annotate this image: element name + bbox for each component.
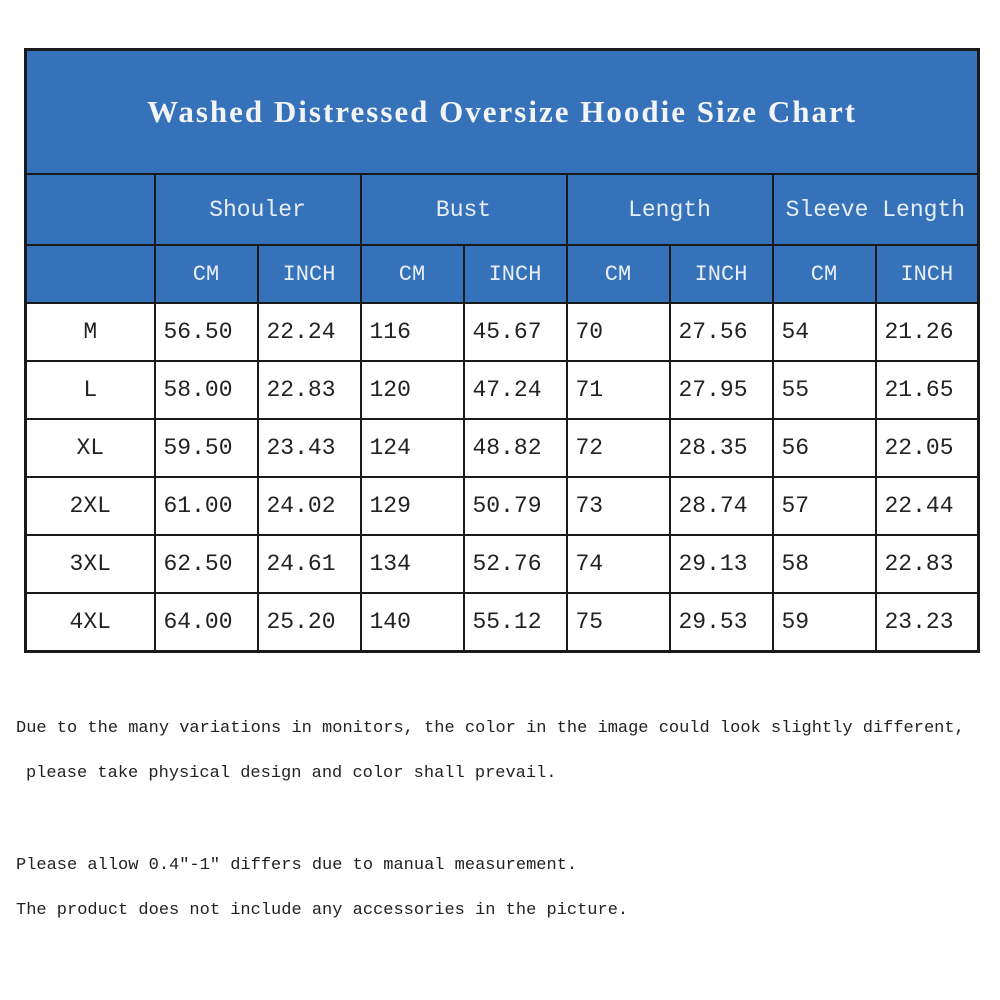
measurement: 24.61 xyxy=(256,534,362,594)
size-row: 2XL 61.00 24.02 129 50.79 73 28.74 57 22.44 xyxy=(24,476,980,536)
size-row: L 58.00 22.83 120 47.24 71 27.95 55 21.65 xyxy=(24,360,980,420)
table-title: Washed Distressed Oversize Hoodie Size C… xyxy=(24,48,980,175)
unit-header: CM xyxy=(153,244,259,304)
size-label: 3XL xyxy=(24,534,156,594)
measurement: 57 xyxy=(771,476,877,536)
measurement: 56.50 xyxy=(153,302,259,362)
measurement: 72 xyxy=(565,418,671,478)
note: please take physical design and color sh… xyxy=(26,764,557,783)
size-label: XL xyxy=(24,418,156,478)
title-row: Washed Distressed Oversize Hoodie Size C… xyxy=(24,48,980,175)
measurement: 23.43 xyxy=(256,418,362,478)
measurement: 70 xyxy=(565,302,671,362)
measurement: 45.67 xyxy=(462,302,568,362)
size-table: Washed Distressed Oversize Hoodie Size C… xyxy=(24,48,981,653)
measurement: 25.20 xyxy=(256,592,362,653)
note: Due to the many variations in monitors, … xyxy=(16,719,965,738)
measurement: 124 xyxy=(359,418,465,478)
size-chart: Washed Distressed Oversize Hoodie Size C… xyxy=(24,48,981,653)
size-row: XL 59.50 23.43 124 48.82 72 28.35 56 22.05 xyxy=(24,418,980,478)
measurement: 22.44 xyxy=(874,476,980,536)
measurement: 61.00 xyxy=(153,476,259,536)
measurement: 134 xyxy=(359,534,465,594)
measurement: 129 xyxy=(359,476,465,536)
measurement: 59 xyxy=(771,592,877,653)
group-header: Length xyxy=(565,173,774,246)
measurement: 28.74 xyxy=(668,476,774,536)
unit-header: INCH xyxy=(256,244,362,304)
measurement: 55 xyxy=(771,360,877,420)
note: Please allow 0.4"-1" differs due to manu… xyxy=(16,856,578,875)
measurement: 23.23 xyxy=(874,592,980,653)
note: The product does not include any accesso… xyxy=(16,901,629,920)
size-label: L xyxy=(24,360,156,420)
measurement: 28.35 xyxy=(668,418,774,478)
unit-header: INCH xyxy=(874,244,980,304)
measurement: 58.00 xyxy=(153,360,259,420)
size-label: M xyxy=(24,302,156,362)
measurement: 47.24 xyxy=(462,360,568,420)
measurement: 58 xyxy=(771,534,877,594)
measurement: 54 xyxy=(771,302,877,362)
group-header: Shouler xyxy=(153,173,362,246)
group-header: Bust xyxy=(359,173,568,246)
measurement: 120 xyxy=(359,360,465,420)
measurement: 52.76 xyxy=(462,534,568,594)
measurement: 71 xyxy=(565,360,671,420)
measurement: 116 xyxy=(359,302,465,362)
measurement: 75 xyxy=(565,592,671,653)
measurement: 140 xyxy=(359,592,465,653)
corner-cell xyxy=(24,173,156,246)
measurement: 64.00 xyxy=(153,592,259,653)
measurement: 24.02 xyxy=(256,476,362,536)
size-row: M 56.50 22.24 116 45.67 70 27.56 54 21.26 xyxy=(24,302,980,362)
measurement: 48.82 xyxy=(462,418,568,478)
measurement: 29.53 xyxy=(668,592,774,653)
measurement: 22.24 xyxy=(256,302,362,362)
size-label: 2XL xyxy=(24,476,156,536)
measurement: 22.83 xyxy=(874,534,980,594)
corner-cell xyxy=(24,244,156,304)
measurement: 22.05 xyxy=(874,418,980,478)
size-label: 4XL xyxy=(24,592,156,653)
unit-header: CM xyxy=(565,244,671,304)
measurement: 50.79 xyxy=(462,476,568,536)
measurement: 27.95 xyxy=(668,360,774,420)
unit-header-row: CM INCH CM INCH CM INCH CM INCH xyxy=(24,244,980,304)
measurement: 29.13 xyxy=(668,534,774,594)
measurement: 59.50 xyxy=(153,418,259,478)
measurement: 56 xyxy=(771,418,877,478)
measurement: 62.50 xyxy=(153,534,259,594)
group-header-row: Shouler Bust Length Sleeve Length xyxy=(24,173,980,246)
unit-header: CM xyxy=(359,244,465,304)
measurement: 55.12 xyxy=(462,592,568,653)
unit-header: INCH xyxy=(462,244,568,304)
measurement: 21.65 xyxy=(874,360,980,420)
measurement: 74 xyxy=(565,534,671,594)
measurement: 21.26 xyxy=(874,302,980,362)
group-header: Sleeve Length xyxy=(771,173,980,246)
unit-header: CM xyxy=(771,244,877,304)
measurement: 73 xyxy=(565,476,671,536)
measurement: 22.83 xyxy=(256,360,362,420)
size-row: 4XL 64.00 25.20 140 55.12 75 29.53 59 23.23 xyxy=(24,592,980,653)
unit-header: INCH xyxy=(668,244,774,304)
size-row: 3XL 62.50 24.61 134 52.76 74 29.13 58 22.83 xyxy=(24,534,980,594)
measurement: 27.56 xyxy=(668,302,774,362)
